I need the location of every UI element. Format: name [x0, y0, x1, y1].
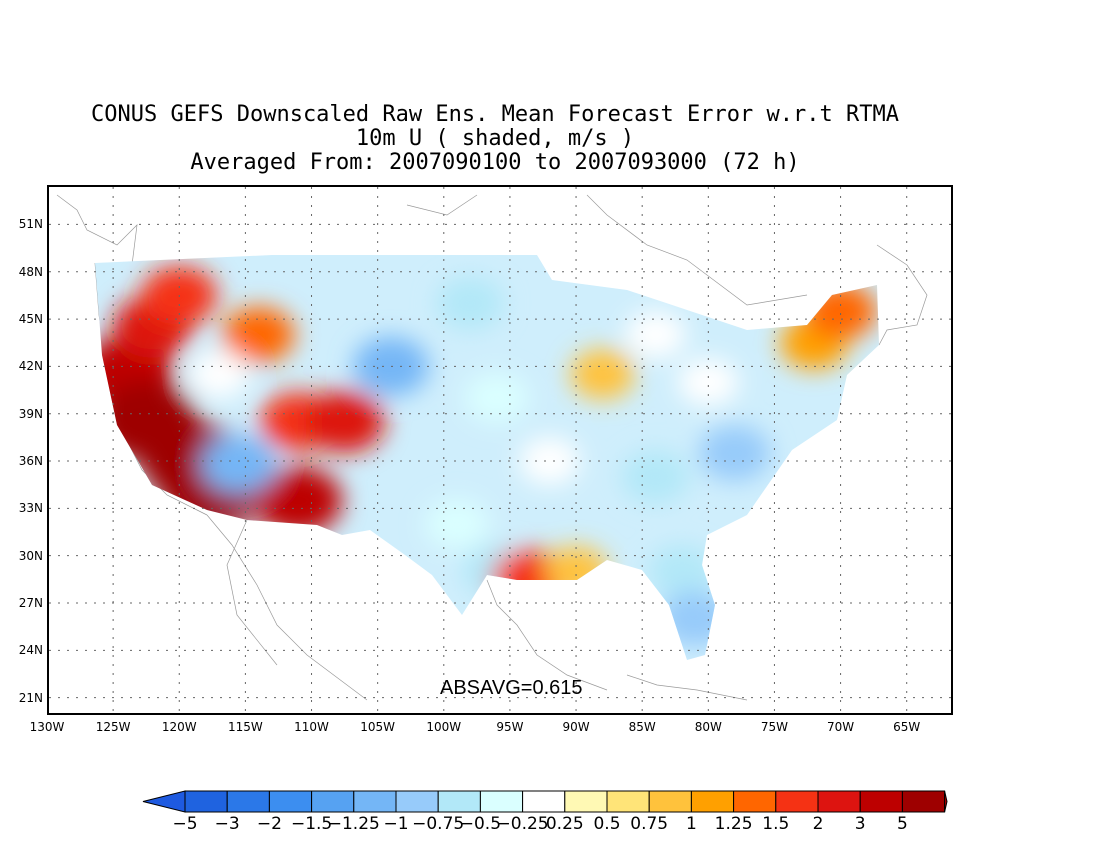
colorbar-tick-label: −3 [214, 814, 240, 834]
colorbar-tick-label: −0.25 [496, 814, 549, 834]
colorbar-underflow-triangle [142, 790, 186, 813]
colorbar-tick-label: −0.75 [412, 814, 465, 834]
lon-label: 110W [294, 720, 329, 734]
colorbar-tick-label: 1.5 [762, 814, 790, 834]
field-region [200, 434, 277, 494]
colorbar-tick-label: −5 [172, 814, 198, 834]
colorbar-tick-label: −1.25 [327, 814, 380, 834]
coastline-segment [876, 244, 928, 346]
colorbar-tick-label: 0.25 [545, 814, 584, 834]
field-region [625, 311, 686, 359]
lon-label: 100W [426, 720, 462, 734]
colorbar-swatch [859, 790, 903, 813]
lat-label: 51N [18, 217, 43, 232]
lon-label: 125W [95, 720, 131, 734]
colorbar-swatch [690, 790, 735, 813]
field-region [352, 336, 429, 396]
coastline-segment [626, 674, 748, 701]
colorbar-swatch [268, 790, 313, 813]
lat-label: 30N [18, 548, 43, 563]
lat-label: 36N [18, 454, 43, 469]
colorbar-swatch [775, 790, 819, 813]
colorbar-tick-label: −2 [256, 814, 282, 834]
lat-lon-grid [47, 187, 951, 713]
lon-label: 85W [628, 720, 656, 734]
lon-label: 105W [360, 720, 396, 734]
lon-label: 130W [29, 720, 65, 734]
colorbar-swatch [901, 790, 946, 813]
lon-label: 115W [228, 720, 263, 734]
colorbar-tick-label: −1.5 [290, 814, 333, 834]
lat-label: 24N [18, 643, 43, 658]
colorbar-swatch [522, 790, 566, 813]
colorbar-swatch [648, 790, 692, 813]
field-region [222, 306, 295, 363]
colorbar-swatch [606, 790, 650, 813]
colorbar-overflow-triangle [944, 790, 948, 813]
field-region [254, 466, 343, 535]
colorbar-swatch [733, 790, 777, 813]
coastline-segment [486, 579, 608, 691]
field-region [436, 276, 505, 330]
field-region [621, 450, 690, 504]
colorbar-tick-label: 1 [685, 814, 697, 834]
field-region [464, 372, 529, 423]
colorbar-tick-label: 0.75 [630, 814, 669, 834]
lon-label: 90W [562, 720, 590, 734]
lon-label: 75W [760, 720, 788, 734]
colorbar-swatch [353, 790, 397, 813]
field-region [678, 358, 739, 406]
lon-label: 70W [826, 720, 855, 734]
lon-label: 120W [161, 720, 197, 734]
colorbar-tick-label: 0.5 [593, 814, 621, 834]
absavg-statistic: ABSAVG=0.615 [440, 677, 583, 699]
lon-label: 95W [496, 720, 524, 734]
field-region [698, 425, 771, 482]
lat-label: 39N [18, 406, 43, 421]
colorbar-tick-label: −1 [383, 814, 409, 834]
lat-label: 33N [18, 501, 43, 516]
colorbar-tick-label: 3 [854, 814, 866, 834]
lat-label: 27N [18, 596, 43, 610]
map-panel [47, 185, 953, 715]
lat-label: 21N [18, 690, 43, 705]
title-line-3: Averaged From: 2007090100 to 2007093000 … [190, 150, 800, 175]
coastline-segment [206, 514, 368, 701]
colorbar-swatch [311, 790, 355, 813]
colorbar-swatch [184, 790, 228, 813]
lon-label: 65W [893, 720, 921, 734]
map-frame [47, 185, 953, 715]
lon-label: 80W [694, 720, 722, 734]
coastline-segment [406, 194, 478, 216]
coastline-segment [56, 194, 138, 266]
field-region [519, 437, 580, 485]
field-region [570, 349, 635, 400]
coastline-segment [586, 194, 808, 306]
colorbar-swatch [395, 790, 439, 813]
colorbar-swatch [437, 790, 481, 813]
colorbar-tick-label: 1.25 [714, 814, 753, 834]
title-line-1: CONUS GEFS Downscaled Raw Ens. Mean Fore… [91, 102, 899, 127]
colorbar-tick-label: −0.5 [459, 814, 502, 834]
title-line-2: 10m U ( shaded, m/s ) [355, 126, 635, 151]
colorbar-swatch [226, 790, 270, 813]
field-region [188, 350, 249, 398]
lat-label: 48N [18, 264, 43, 279]
lat-label: 45N [18, 312, 43, 327]
field-region [304, 390, 385, 453]
field-region [647, 544, 716, 598]
field-region [425, 499, 490, 550]
colorbar-swatch [564, 790, 608, 813]
lat-label: 42N [18, 359, 43, 374]
colorbar-swatch [479, 790, 524, 813]
colorbar-tick-label: 5 [896, 814, 908, 834]
colorbar-swatch [817, 790, 861, 813]
colorbar-tick-label: 2 [812, 814, 824, 834]
coastline-segment [226, 519, 278, 666]
